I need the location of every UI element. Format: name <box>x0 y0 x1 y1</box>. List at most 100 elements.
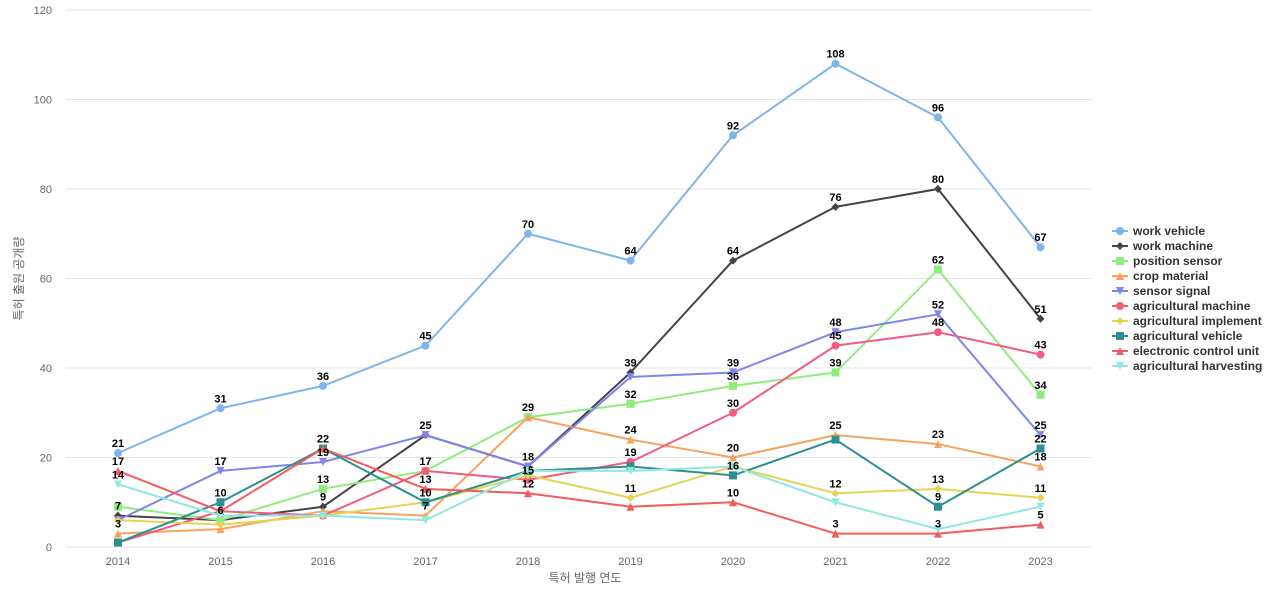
data-label: 39 <box>829 357 841 369</box>
data-label: 12 <box>829 478 841 490</box>
series-electronic-control-unit <box>114 444 1045 538</box>
y-axis-title: 특허 출원 공개량 <box>12 237 26 321</box>
data-point <box>421 516 430 525</box>
series-line <box>117 447 1041 535</box>
legend-item-work-machine[interactable]: work machine <box>1112 239 1213 253</box>
data-label: 36 <box>317 371 329 383</box>
data-label: 25 <box>1034 420 1046 432</box>
data-label: 18 <box>522 451 534 463</box>
data-point <box>729 256 737 265</box>
data-point <box>421 484 430 493</box>
data-point <box>626 502 635 511</box>
y-tick-label: 40 <box>40 363 52 375</box>
data-label: 17 <box>112 456 124 468</box>
data-point <box>524 413 532 422</box>
legend-item-agricultural-vehicle[interactable]: agricultural vehicle <box>1112 329 1243 343</box>
legend-item-position-sensor[interactable]: position sensor <box>1112 254 1223 268</box>
data-label: 32 <box>624 389 636 401</box>
x-axis-title: 특허 발행 연도 <box>549 570 622 585</box>
data-label: 92 <box>727 120 739 132</box>
legend-item-agricultural-machine[interactable]: agricultural machine <box>1112 299 1251 313</box>
x-tick-label: 2014 <box>106 556 130 568</box>
data-label: 3 <box>115 519 121 531</box>
data-label: 29 <box>522 402 534 414</box>
legend-label: work machine <box>1132 239 1213 253</box>
legend-label: agricultural harvesting <box>1133 359 1262 373</box>
legend-item-sensor-signal[interactable]: sensor signal <box>1112 284 1210 298</box>
data-point <box>626 493 635 502</box>
data-point <box>524 466 532 475</box>
data-point <box>729 462 737 471</box>
data-point <box>831 489 840 498</box>
series-agricultural-harvesting <box>114 462 1045 534</box>
series-crop-material <box>114 413 1045 538</box>
data-label: 62 <box>932 255 944 267</box>
data-point <box>216 520 225 529</box>
data-label: 34 <box>1034 380 1047 392</box>
data-label: 31 <box>214 393 226 405</box>
data-point <box>524 229 532 238</box>
data-label: 19 <box>624 447 636 459</box>
data-label: 25 <box>829 420 841 432</box>
legend-item-agricultural-harvesting[interactable]: agricultural harvesting <box>1112 359 1262 373</box>
legend-marker <box>1116 332 1124 340</box>
data-point <box>421 341 430 350</box>
data-point <box>1036 314 1045 323</box>
data-point <box>626 462 635 471</box>
legend-item-agricultural-implement[interactable]: agricultural implement <box>1112 314 1262 328</box>
data-point <box>934 185 942 193</box>
data-point <box>831 341 840 350</box>
data-label: 11 <box>625 483 637 495</box>
legend-marker <box>1116 242 1124 250</box>
data-point <box>729 453 737 462</box>
legend-label: sensor signal <box>1133 284 1210 298</box>
data-point <box>1036 444 1045 453</box>
data-point <box>934 529 942 538</box>
data-point <box>831 59 840 68</box>
data-point <box>729 471 737 480</box>
data-label: 5 <box>1037 510 1043 522</box>
data-label: 80 <box>932 174 944 186</box>
data-point <box>216 525 225 534</box>
series-agricultural-vehicle <box>114 435 1045 547</box>
legend-label: electronic control unit <box>1133 344 1259 358</box>
data-label: 3 <box>832 519 838 531</box>
legend-marker <box>1116 257 1124 265</box>
data-label: 20 <box>727 443 739 455</box>
data-point <box>831 435 840 444</box>
data-point <box>934 525 942 534</box>
data-point <box>934 265 942 274</box>
data-point <box>729 408 737 417</box>
data-point <box>216 466 225 475</box>
data-label: 76 <box>829 192 841 204</box>
data-label: 13 <box>317 474 329 486</box>
series-line <box>117 331 1041 544</box>
data-label: 52 <box>932 299 944 311</box>
data-point <box>114 538 122 547</box>
data-point <box>114 529 122 538</box>
legend-item-work-vehicle[interactable]: work vehicle <box>1112 224 1205 238</box>
legend-item-electronic-control-unit[interactable]: electronic control unit <box>1112 344 1259 358</box>
data-label: 48 <box>829 317 841 329</box>
legend-label: agricultural vehicle <box>1133 329 1243 343</box>
legend-item-crop-material[interactable]: crop material <box>1112 269 1208 283</box>
data-label: 12 <box>522 478 534 490</box>
x-tick-label: 2015 <box>208 556 232 568</box>
y-tick-label: 120 <box>34 5 52 17</box>
data-point <box>1036 431 1045 440</box>
legend-label: work vehicle <box>1132 224 1205 238</box>
data-label: 36 <box>727 371 739 383</box>
data-label: 16 <box>727 460 739 472</box>
data-point <box>1036 350 1045 359</box>
legend-marker <box>1116 347 1124 355</box>
x-tick-label: 2020 <box>721 556 745 568</box>
data-point <box>1036 520 1045 529</box>
data-label: 64 <box>727 246 740 258</box>
data-point <box>626 466 635 475</box>
data-label: 9 <box>320 492 326 504</box>
data-point <box>626 399 635 408</box>
data-label: 10 <box>419 487 431 499</box>
data-point <box>934 484 942 493</box>
data-point <box>114 480 122 489</box>
